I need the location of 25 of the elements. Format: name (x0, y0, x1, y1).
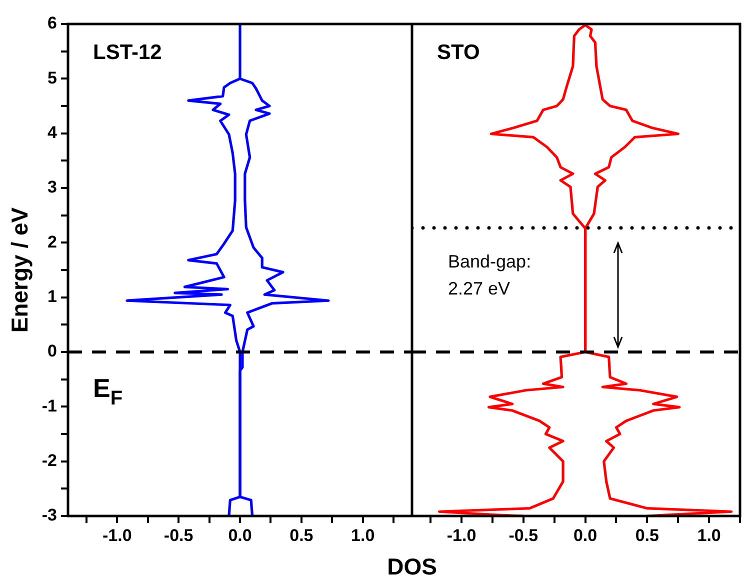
y-tick-label: -2 (42, 451, 57, 470)
x-tick-label: -1.0 (446, 526, 476, 545)
x-tick-label: 0.5 (635, 526, 659, 545)
y-tick-label: -1 (42, 396, 57, 416)
y-tick-label: 5 (48, 68, 57, 88)
x-tick-label: -0.5 (508, 526, 538, 545)
y-tick-label: 2 (48, 232, 57, 252)
text: LST-12 (93, 40, 162, 64)
x-tick-label: 0.0 (573, 526, 598, 545)
y-tick-label: -3 (42, 506, 57, 525)
y-tick-label: 6 (48, 14, 57, 33)
annotation: Band-gap: 2.27 eV (448, 251, 532, 298)
text: STO (437, 40, 480, 64)
x-tick-label: 0.5 (290, 526, 314, 545)
y-tick-label: 3 (48, 178, 57, 197)
x-axis-title: DOS (387, 554, 437, 580)
x-tick-label: 1.0 (351, 526, 375, 545)
y-axis-title: Energy / eV (6, 207, 34, 333)
y-tick-label: 0 (48, 342, 57, 361)
x-tick-label: -0.5 (164, 526, 194, 545)
x-tick-label: 0.0 (228, 526, 252, 545)
y-tick-label: 4 (48, 123, 58, 142)
x-tick-label: 1.0 (697, 526, 721, 545)
x-tick-label: -1.0 (102, 526, 132, 545)
y-tick-label: 1 (48, 287, 57, 306)
